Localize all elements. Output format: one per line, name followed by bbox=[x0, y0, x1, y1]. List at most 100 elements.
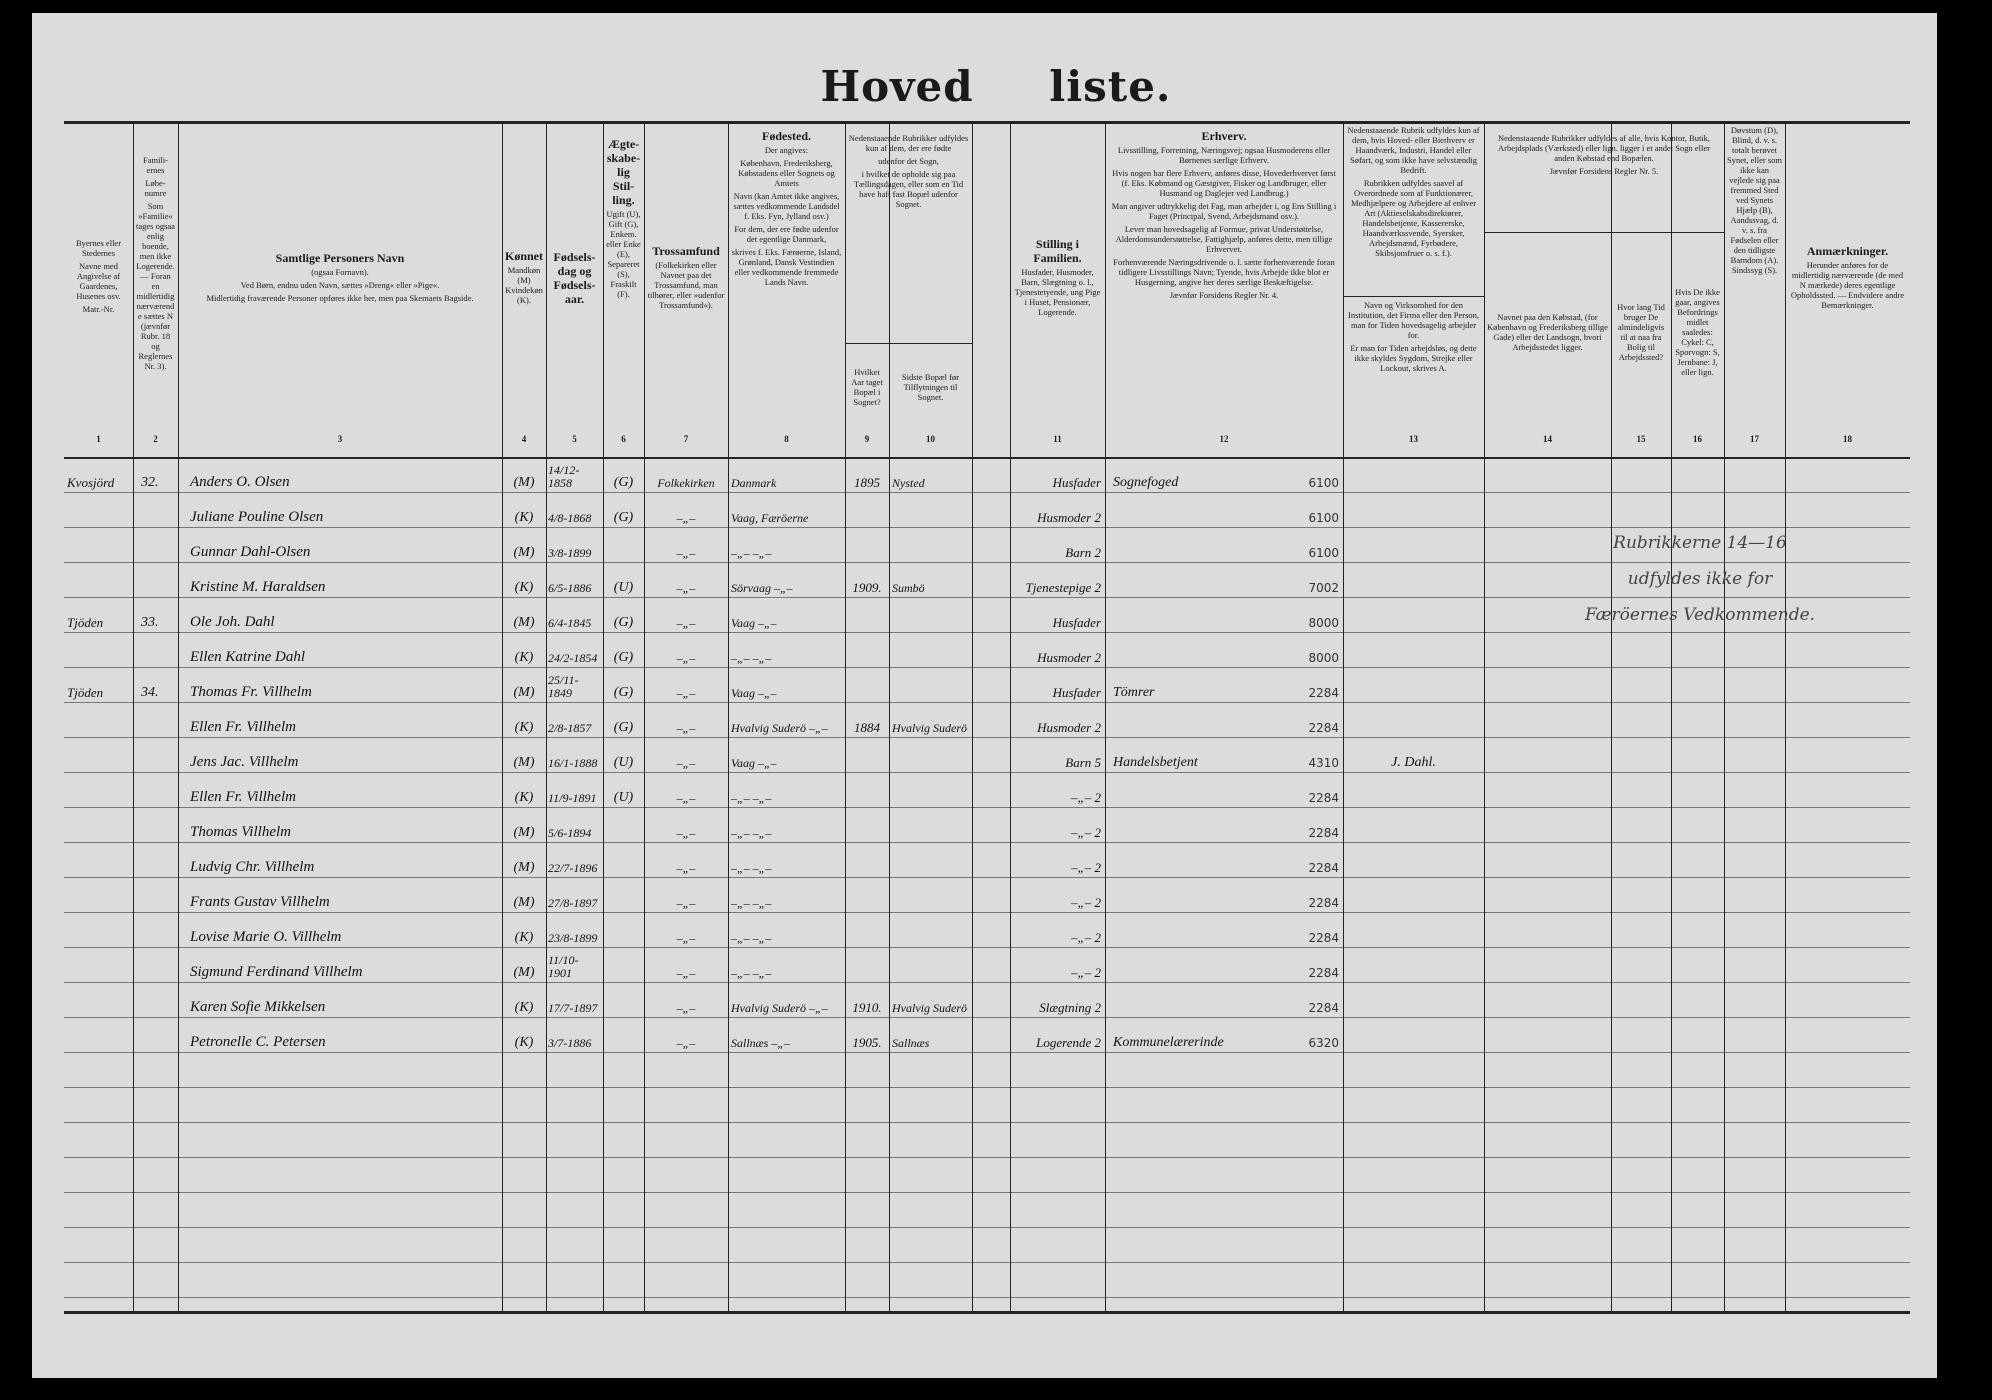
column-line bbox=[133, 121, 134, 1311]
cell-name: Ellen Fr. Villhelm bbox=[178, 705, 502, 735]
header-content: Fødested. Der angives: København, Frederik… bbox=[731, 127, 842, 290]
cell-birthplace: –„– –„– bbox=[728, 880, 845, 910]
cell-last-residence: Hvalvig Suderö bbox=[889, 985, 972, 1015]
cell-born: 11/10-1901 bbox=[546, 950, 603, 980]
cell-position: Barn 5 bbox=[1010, 740, 1105, 770]
header-text: Navn (kan Amtet ikke angives, sættes ved… bbox=[733, 191, 840, 221]
cell-position: Tjenestepige 2 bbox=[1010, 565, 1105, 595]
header-text: Midlertidig fraværende Personer opføres … bbox=[206, 293, 474, 303]
cell-text: Sörvaag –„– bbox=[731, 581, 793, 595]
cell-text: –„– bbox=[676, 581, 696, 595]
row-line bbox=[64, 842, 1910, 843]
cell-sex: (M) bbox=[502, 600, 546, 630]
cell-position: –„– 2 bbox=[1010, 775, 1105, 805]
cell-text: –„– 2 bbox=[1071, 825, 1101, 840]
cell-born: 3/7-1886 bbox=[546, 1020, 603, 1050]
row-line bbox=[64, 1052, 1910, 1053]
cell-sex: (K) bbox=[502, 1020, 546, 1050]
cell-sex: (M) bbox=[502, 670, 546, 700]
header-c14: Navnet paa den Købstad, (for København o… bbox=[1484, 236, 1611, 430]
header-text: Navn og Virksomhed for den Institution, … bbox=[1347, 300, 1480, 340]
cell-text: 7002 bbox=[1308, 581, 1339, 595]
column-number: 18 bbox=[1843, 434, 1852, 444]
annotation-line: Rubrikkerne 14—16 bbox=[1613, 533, 1787, 553]
cell-birthplace: Vaag –„– bbox=[728, 600, 845, 630]
cell-birthplace: –„– –„– bbox=[728, 775, 845, 805]
column-number: 7 bbox=[683, 434, 689, 444]
cell-text: 22/7-1896 bbox=[548, 861, 598, 875]
cell-text: 2284 bbox=[1308, 721, 1339, 735]
cell-text: –„– 2 bbox=[1071, 930, 1101, 945]
header-c7: Trossamfund (Folkekirken eller Navnet paa… bbox=[644, 125, 728, 430]
cell-text: 2284 bbox=[1308, 686, 1339, 700]
cell-code: 2284 bbox=[1299, 845, 1343, 875]
cell-text: 1910. bbox=[852, 1000, 882, 1015]
cell-text: –„– bbox=[676, 1001, 696, 1015]
cell-text: (G) bbox=[613, 475, 634, 490]
cell-text: 4310 bbox=[1308, 756, 1339, 770]
cell-position: –„– 2 bbox=[1010, 880, 1105, 910]
header-text: Rubrikken udfyldes saavel af Overordnede… bbox=[1350, 178, 1477, 258]
cell-text: 16/1-1888 bbox=[548, 756, 598, 770]
cell-text: (M) bbox=[513, 825, 535, 840]
header-text: Man angiver udtrykkelig det Fag, man arb… bbox=[1111, 201, 1337, 221]
header-c10: Sidste Bopæl før Tilflytningen til Sogne… bbox=[889, 347, 972, 430]
cell-text: Slægtning 2 bbox=[1039, 1000, 1101, 1015]
subheader-line-14-16 bbox=[1484, 232, 1724, 233]
header-text: Fødsels-dag og Fødsels-aar. bbox=[553, 249, 596, 306]
cell-text: Hvalvig Suderö –„– bbox=[731, 721, 828, 735]
cell-text: Handelsbetjent bbox=[1113, 755, 1198, 770]
row-line bbox=[64, 982, 1910, 983]
cell-sex: (M) bbox=[502, 845, 546, 875]
cell-text: 23/8-1899 bbox=[548, 931, 598, 945]
cell-marital: (U) bbox=[603, 740, 644, 770]
header-content: Famili-ernes Løbe-numre Som »Familie« tage… bbox=[136, 155, 175, 374]
header-text: Mandkøn (M) Kvindekøn (K). bbox=[505, 265, 543, 305]
cell-text: Thomas Villhelm bbox=[190, 824, 291, 840]
cell-name: Ludvig Chr. Villhelm bbox=[178, 845, 502, 875]
cell-birthplace: Sörvaag –„– bbox=[728, 565, 845, 595]
cell-text: –„– –„– bbox=[731, 546, 772, 560]
cell-family: 32. bbox=[133, 460, 178, 490]
header-text: Stilling i Familien. bbox=[1033, 237, 1082, 265]
cell-sex: (M) bbox=[502, 740, 546, 770]
cell-birthplace: Vaag –„– bbox=[728, 670, 845, 700]
cell-text: Petronelle C. Petersen bbox=[190, 1034, 326, 1050]
cell-born: 5/6-1894 bbox=[546, 810, 603, 840]
cell-code: 2284 bbox=[1299, 775, 1343, 805]
row-line bbox=[64, 1297, 1910, 1298]
header-text: Hvor lang Tid bruger De almindeligvis ti… bbox=[1617, 301, 1665, 362]
cell-position: Husmoder 2 bbox=[1010, 495, 1105, 525]
cell-text: Barn 2 bbox=[1065, 545, 1101, 560]
header-text: udenfor det Sogn, bbox=[878, 156, 939, 166]
cell-text: Sumbö bbox=[892, 581, 925, 595]
header-c9: Hvilket Aar taget Bopæl i Sognet? bbox=[845, 347, 889, 430]
header-c3: Samtlige Personers Navn (ogsaa Fornavn). V… bbox=[178, 125, 502, 430]
cell-code: 7002 bbox=[1299, 565, 1343, 595]
header-c15: Hvor lang Tid bruger De almindeligvis ti… bbox=[1611, 236, 1671, 430]
cell-code: 2284 bbox=[1299, 880, 1343, 910]
header-text: Hvilket Aar taget Bopæl i Sognet? bbox=[851, 367, 883, 407]
cell-text: Husmoder 2 bbox=[1037, 720, 1101, 735]
cell-text: –„– –„– bbox=[731, 966, 772, 980]
cell-text: Tjöden bbox=[67, 685, 104, 700]
cell-last-residence: Hvalvig Suderö bbox=[889, 705, 972, 735]
cell-text: Husfader bbox=[1052, 615, 1101, 630]
cell-sex: (K) bbox=[502, 915, 546, 945]
cell-text: 8000 bbox=[1308, 651, 1339, 665]
column-line bbox=[1484, 121, 1485, 1311]
cell-birthplace: –„– –„– bbox=[728, 845, 845, 875]
cell-text: –„– bbox=[676, 721, 696, 735]
header-c12: Erhverv. Livsstilling, Forretning, Næring… bbox=[1105, 127, 1343, 430]
row-line bbox=[64, 772, 1910, 773]
cell-sex: (M) bbox=[502, 530, 546, 560]
cell-sex: (M) bbox=[502, 880, 546, 910]
cell-text: Kvosjörd bbox=[67, 475, 115, 490]
column-number: 3 bbox=[337, 434, 343, 444]
column-number: 13 bbox=[1409, 434, 1418, 444]
page-title: Hoved liste. bbox=[820, 62, 1172, 111]
cell-name: Frants Gustav Villhelm bbox=[178, 880, 502, 910]
cell-text: Tömrer bbox=[1113, 685, 1155, 700]
cell-text: 1909. bbox=[852, 580, 882, 595]
cell-marital: (G) bbox=[603, 600, 644, 630]
